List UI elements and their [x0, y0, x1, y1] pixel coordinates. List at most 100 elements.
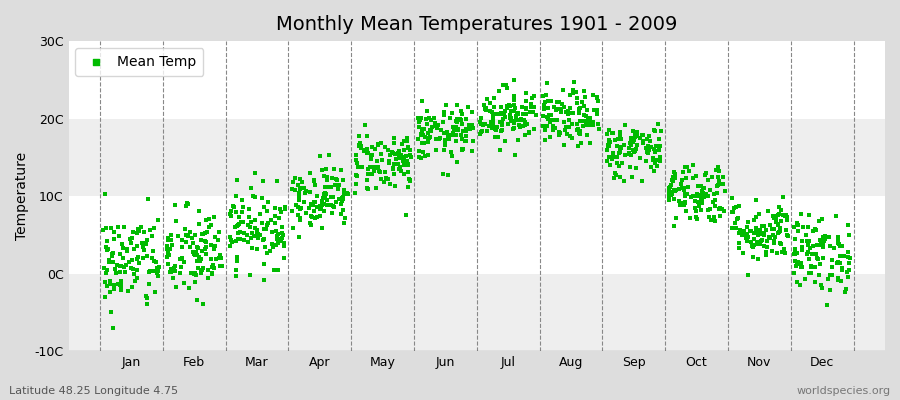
Point	[537, 126, 552, 133]
Point	[139, 240, 153, 247]
Point	[192, 208, 206, 214]
Point	[166, 242, 180, 248]
Point	[795, 238, 809, 244]
Point	[831, 260, 845, 266]
Point	[121, 248, 135, 254]
Point	[389, 156, 403, 162]
Point	[622, 151, 636, 157]
Point	[348, 190, 363, 196]
Point	[497, 111, 511, 117]
Point	[500, 120, 515, 127]
Point	[486, 111, 500, 117]
Point	[543, 118, 557, 125]
Point	[602, 126, 616, 133]
Point	[743, 228, 758, 234]
Point	[168, 202, 183, 208]
Point	[825, 257, 840, 264]
Point	[352, 142, 366, 149]
Point	[821, 276, 835, 282]
Point	[746, 244, 760, 250]
Point	[563, 110, 578, 116]
Point	[541, 116, 555, 122]
Point	[550, 99, 564, 106]
Point	[686, 193, 700, 199]
Point	[710, 182, 724, 188]
Point	[168, 284, 183, 290]
Point	[294, 179, 309, 185]
Point	[136, 242, 150, 248]
Point	[328, 199, 343, 205]
Point	[569, 89, 583, 96]
Point	[209, 256, 223, 262]
Point	[545, 127, 560, 133]
Point	[462, 122, 476, 128]
Point	[150, 216, 165, 223]
Point	[247, 232, 261, 239]
Point	[607, 150, 621, 156]
Point	[179, 232, 194, 238]
Point	[459, 133, 473, 139]
Point	[578, 94, 592, 100]
Point	[778, 213, 792, 220]
Point	[245, 230, 259, 236]
Point	[334, 210, 348, 217]
Point	[625, 152, 639, 158]
Point	[194, 267, 209, 273]
Point	[176, 280, 191, 286]
Point	[122, 259, 136, 266]
Point	[590, 95, 605, 101]
Point	[174, 264, 188, 270]
Point	[257, 204, 272, 210]
Point	[437, 112, 452, 118]
Point	[674, 177, 688, 183]
Point	[766, 213, 780, 219]
Point	[371, 141, 385, 147]
Point	[328, 182, 342, 188]
Point	[366, 168, 381, 174]
Point	[323, 184, 338, 190]
Point	[133, 224, 148, 231]
Point	[480, 127, 494, 134]
Point	[248, 217, 262, 223]
Point	[259, 222, 274, 228]
Point	[307, 199, 321, 205]
Point	[335, 198, 349, 205]
Point	[415, 126, 429, 132]
Point	[812, 217, 826, 224]
Point	[574, 99, 589, 105]
Point	[191, 244, 205, 251]
Point	[552, 129, 566, 135]
Point	[107, 282, 122, 288]
Point	[265, 216, 279, 223]
Point	[801, 238, 815, 244]
Point	[491, 134, 506, 140]
Point	[292, 193, 306, 199]
Point	[285, 225, 300, 232]
Point	[487, 95, 501, 102]
Point	[610, 143, 625, 149]
Point	[400, 144, 415, 150]
Point	[367, 166, 382, 172]
Point	[609, 160, 624, 166]
Point	[253, 232, 267, 238]
Point	[215, 262, 230, 269]
Point	[717, 208, 732, 214]
Point	[114, 263, 129, 269]
Point	[709, 167, 724, 174]
Point	[98, 294, 112, 300]
Point	[145, 233, 159, 239]
Point	[140, 300, 155, 307]
Point	[733, 227, 747, 233]
Point	[329, 182, 344, 188]
Point	[443, 114, 457, 121]
Point	[140, 294, 154, 301]
Point	[590, 98, 605, 104]
Point	[708, 218, 723, 225]
Point	[105, 259, 120, 265]
Point	[842, 222, 856, 229]
Point	[507, 93, 521, 100]
Point	[739, 235, 753, 241]
Point	[599, 158, 614, 164]
Point	[724, 209, 739, 215]
Point	[778, 226, 793, 233]
